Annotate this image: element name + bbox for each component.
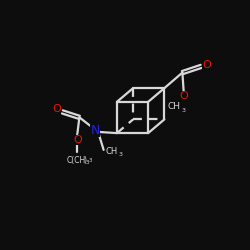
Text: 3: 3	[182, 108, 186, 112]
Text: ): )	[83, 156, 86, 165]
Text: 3: 3	[85, 160, 88, 166]
Text: 3: 3	[88, 158, 92, 163]
Text: O: O	[202, 60, 211, 70]
Text: O: O	[180, 91, 188, 101]
Text: O: O	[52, 104, 61, 114]
Text: 3: 3	[118, 152, 122, 157]
Text: C(CH: C(CH	[66, 156, 86, 165]
Text: CH: CH	[168, 102, 180, 112]
Text: CH: CH	[106, 147, 118, 156]
Text: N: N	[90, 124, 100, 138]
Text: O: O	[73, 135, 82, 145]
